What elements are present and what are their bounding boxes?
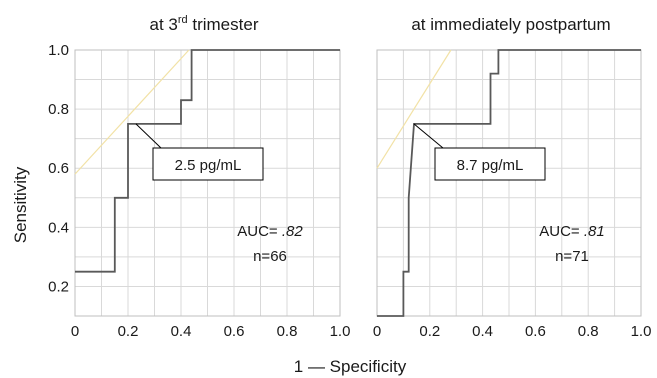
grid bbox=[376, 49, 642, 317]
reference-line bbox=[74, 49, 190, 175]
y-tick-label: 0.6 bbox=[48, 160, 69, 177]
x-tick-labels: 0 0.2 0.4 0.6 0.8 1.0 bbox=[373, 323, 652, 340]
callout-leader bbox=[135, 123, 162, 149]
x-tick-label: 1.0 bbox=[631, 323, 652, 340]
roc-curve bbox=[75, 49, 340, 273]
y-axis-title: Sensitivity bbox=[11, 166, 30, 243]
y-tick-label: 0.8 bbox=[48, 101, 69, 118]
panel-title: at immediately postpartum bbox=[411, 15, 610, 34]
x-axis-title: 1 — Specificity bbox=[294, 357, 407, 376]
x-tick-label: 0 bbox=[373, 323, 381, 340]
x-tick-labels: 0 0.2 0.4 0.6 0.8 1.0 bbox=[71, 323, 351, 340]
reference-line bbox=[376, 49, 452, 169]
auc-annotation: AUC= .81 bbox=[539, 223, 604, 240]
callout-box bbox=[434, 147, 546, 181]
cutoff-callout: 2.5 pg/mL bbox=[135, 123, 264, 181]
x-tick-label: 0.4 bbox=[171, 323, 192, 340]
y-tick-labels: 0.2 0.4 0.6 0.8 1.0 bbox=[48, 42, 69, 295]
grid bbox=[74, 49, 341, 317]
callout-label: 2.5 pg/mL bbox=[175, 157, 242, 174]
reference-diagonal bbox=[74, 49, 190, 175]
x-tick-label: 0.6 bbox=[224, 323, 245, 340]
cutoff-callout: 8.7 pg/mL bbox=[413, 123, 546, 181]
panel-third-trimester: at 3rd trimester 2.5 pg/mL AUC= .82 n=66… bbox=[48, 14, 350, 340]
reference-diagonal bbox=[376, 49, 452, 169]
auc-annotation: AUC= .82 bbox=[237, 223, 303, 240]
x-tick-label: 1.0 bbox=[330, 323, 351, 340]
x-tick-label: 0.8 bbox=[578, 323, 599, 340]
n-annotation: n=66 bbox=[253, 248, 287, 265]
panel-title: at 3rd trimester bbox=[150, 14, 259, 34]
y-tick-label: 1.0 bbox=[48, 42, 69, 59]
x-tick-label: 0 bbox=[71, 323, 79, 340]
callout-label: 8.7 pg/mL bbox=[457, 157, 524, 174]
panel-immediately-postpartum: at immediately postpartum 8.7 pg/mL AUC=… bbox=[373, 15, 652, 340]
x-tick-label: 0.2 bbox=[118, 323, 139, 340]
y-tick-label: 0.2 bbox=[48, 278, 69, 295]
n-annotation: n=71 bbox=[555, 248, 589, 265]
x-tick-label: 0.2 bbox=[419, 323, 440, 340]
callout-box bbox=[152, 147, 264, 181]
x-tick-label: 0.6 bbox=[525, 323, 546, 340]
y-tick-label: 0.4 bbox=[48, 219, 69, 236]
x-tick-label: 0.8 bbox=[277, 323, 298, 340]
callout-leader bbox=[413, 123, 444, 149]
roc-line bbox=[75, 49, 340, 273]
x-tick-label: 0.4 bbox=[472, 323, 493, 340]
